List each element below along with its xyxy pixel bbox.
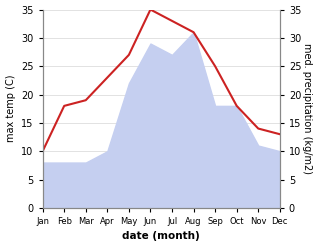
Y-axis label: med. precipitation (kg/m2): med. precipitation (kg/m2) [302,43,313,174]
Y-axis label: max temp (C): max temp (C) [5,75,16,143]
X-axis label: date (month): date (month) [122,231,200,242]
